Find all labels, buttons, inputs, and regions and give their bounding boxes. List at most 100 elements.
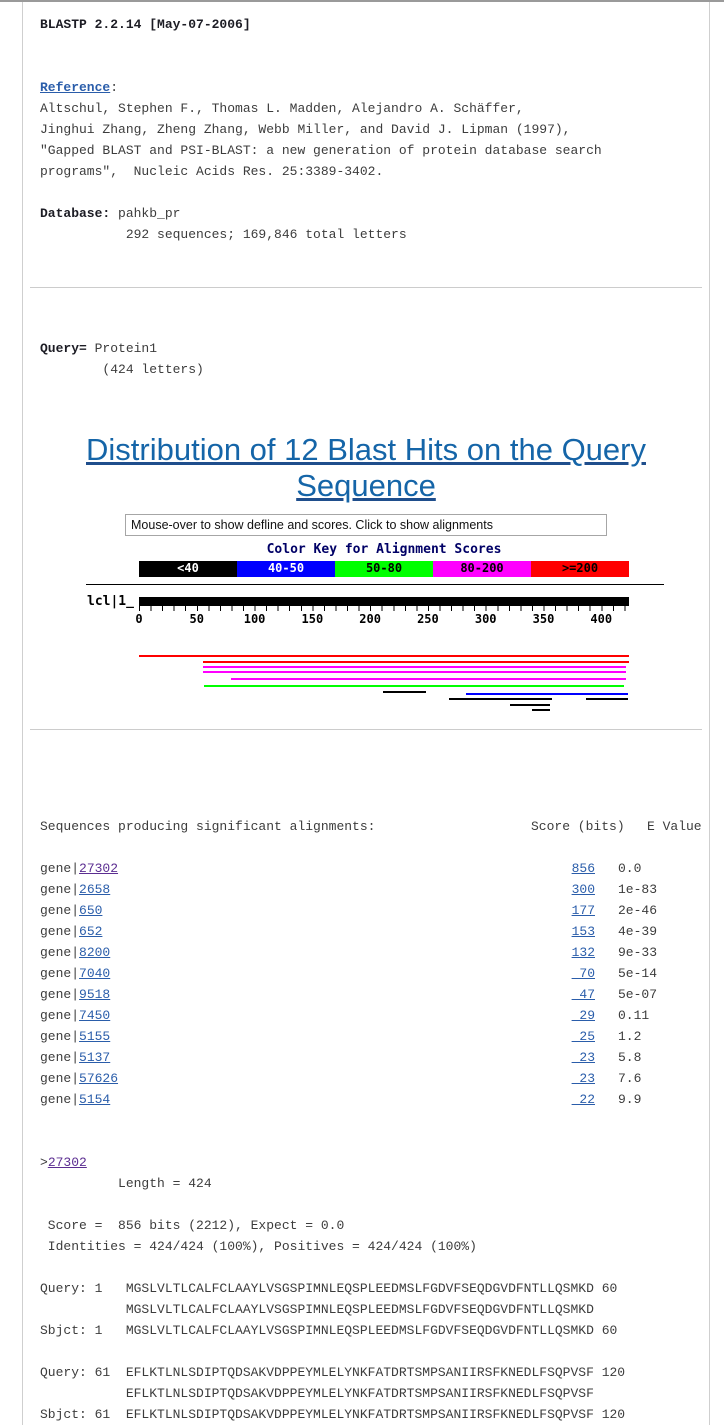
table-row: gene|8200 132 9e-33: [40, 942, 692, 963]
hit-bar[interactable]: [586, 698, 628, 700]
hit-bar[interactable]: [382, 691, 426, 693]
database-line: Database: pahkb_pr: [40, 203, 692, 224]
alignment-gene-link[interactable]: 27302: [47, 1155, 87, 1170]
score-link[interactable]: 177: [571, 903, 595, 918]
gene-link[interactable]: 57626: [79, 1071, 119, 1086]
gene-prefix: gene|: [40, 1029, 80, 1044]
report-header: BLASTP 2.2.14 [May-07-2006] Reference: A…: [40, 2, 692, 245]
ruler-tick-label: 400: [590, 612, 613, 626]
score-link[interactable]: 25: [571, 1029, 595, 1044]
gene-link[interactable]: 7040: [79, 966, 111, 981]
evalue-text: 0.0: [618, 861, 642, 876]
alignment-query-line: Query: 1 MGSLVLTLCALFCLAAYLVSGSPIMNLEQSP…: [40, 1281, 618, 1296]
defline-input[interactable]: [125, 514, 607, 536]
gene-link[interactable]: 5137: [79, 1050, 111, 1065]
hit-bar[interactable]: [202, 661, 629, 663]
ruler-tick-label: 100: [243, 612, 266, 626]
hit-bar[interactable]: [202, 666, 626, 668]
score-link[interactable]: 132: [571, 945, 595, 960]
alignment-match-line: MGSLVLTLCALFCLAAYLVSGSPIMNLEQSPLEEDMSLFG…: [40, 1302, 594, 1317]
score-link[interactable]: 47: [571, 987, 595, 1002]
ruler-tick-label: 0: [135, 612, 143, 626]
score-link[interactable]: 29: [571, 1008, 595, 1023]
table-header-evalue: E Value: [647, 819, 702, 834]
hit-bar[interactable]: [509, 704, 551, 706]
query-ruler-bar: [139, 597, 629, 606]
reference-colon: :: [110, 80, 119, 95]
gene-link[interactable]: 9518: [79, 987, 111, 1002]
score-link[interactable]: 70: [571, 966, 595, 981]
alignments-section: Sequences producing significant alignmen…: [40, 730, 702, 1425]
color-key-bar: <40 40-50 50-80 80-200 >=200: [139, 561, 629, 577]
table-row: gene|27302 856 0.0: [40, 858, 692, 879]
ruler-tick-label: 50: [189, 612, 205, 626]
query-ruler-ticks: [139, 606, 629, 611]
section-divider-graphic: [30, 729, 702, 730]
score-link[interactable]: 23: [571, 1071, 595, 1086]
ruler-tick-label: 200: [359, 612, 381, 626]
hit-bar[interactable]: [531, 709, 551, 711]
ruler-tick-label: 250: [417, 612, 439, 626]
table-header-left: Sequences producing significant alignmen…: [40, 819, 376, 834]
gene-link[interactable]: 650: [79, 903, 103, 918]
gene-link[interactable]: 8200: [79, 945, 111, 960]
hit-bar[interactable]: [202, 671, 626, 673]
hit-bar[interactable]: [448, 698, 552, 700]
alignment-query-line: Query: 61 EFLKTLNLSDIPTQDSAKVDPPEYMLELYN…: [40, 1365, 626, 1380]
gene-prefix: gene|: [40, 903, 80, 918]
evalue-text: 2e-46: [618, 903, 658, 918]
reference-citation-1: "Gapped BLAST and PSI-BLAST: a new gener…: [40, 143, 602, 158]
gene-link[interactable]: 5154: [79, 1092, 111, 1107]
key-segment: 50-80: [335, 561, 433, 577]
score-link[interactable]: 856: [571, 861, 595, 876]
table-row: gene|7040 70 5e-14: [40, 963, 692, 984]
evalue-text: 4e-39: [618, 924, 658, 939]
table-row: gene|57626 23 7.6: [40, 1068, 692, 1089]
hit-bar[interactable]: [203, 685, 625, 687]
alignment-score-line: Score = 856 bits (2212), Expect = 0.0: [40, 1218, 345, 1233]
hit-bar[interactable]: [466, 693, 628, 695]
query-name: Protein1: [86, 341, 158, 356]
hit-distribution-graphic: Color Key for Alignment Scores <40 40-50 5…: [86, 542, 664, 715]
graphic-divider-line: [86, 584, 664, 585]
gene-link[interactable]: 652: [79, 924, 103, 939]
gene-prefix: gene|: [40, 1071, 80, 1086]
table-row: gene|7450 29 0.11: [40, 1005, 692, 1026]
section-divider-top: [30, 287, 702, 288]
score-link[interactable]: 153: [571, 924, 595, 939]
gene-link[interactable]: 5155: [79, 1029, 111, 1044]
gene-prefix: gene|: [40, 987, 80, 1002]
score-link[interactable]: 22: [571, 1092, 595, 1107]
gene-link[interactable]: 7450: [79, 1008, 111, 1023]
reference-link[interactable]: Reference: [40, 80, 111, 95]
distribution-title: Distribution of 12 Blast Hits on the Que…: [86, 432, 646, 503]
evalue-text: 5e-07: [618, 987, 658, 1002]
key-segment: 40-50: [237, 561, 335, 577]
score-link[interactable]: 300: [571, 882, 595, 897]
evalue-text: 0.11: [618, 1008, 650, 1023]
query-line: Query= Protein1: [40, 338, 692, 359]
hit-bar[interactable]: [231, 678, 626, 680]
score-link[interactable]: 23: [571, 1050, 595, 1065]
page-top-edge: [0, 0, 724, 2]
color-key-title: Color Key for Alignment Scores: [266, 542, 502, 557]
reference-authors-2: Jinghui Zhang, Zheng Zhang, Webb Miller,…: [40, 122, 571, 137]
evalue-text: 1e-83: [618, 882, 658, 897]
anchor-prefix: >: [40, 1155, 48, 1170]
table-header: Sequences producing significant alignmen…: [40, 816, 702, 837]
table-row: gene|5154 22 9.9: [40, 1089, 692, 1110]
gene-prefix: gene|: [40, 966, 80, 981]
query-letters-line: (424 letters): [40, 362, 204, 377]
gene-link[interactable]: 27302: [79, 861, 119, 876]
hit-bar[interactable]: [139, 655, 629, 657]
evalue-text: 9e-33: [618, 945, 658, 960]
ruler-tick-label: 350: [532, 612, 555, 626]
table-row: gene|9518 47 5e-07: [40, 984, 692, 1005]
ruler-labels: 0 50 100 150 200 250 300 350 400: [135, 611, 629, 627]
gene-link[interactable]: 2658: [79, 882, 111, 897]
alignment-anchor-line: >27302: [40, 1152, 692, 1173]
gene-prefix: gene|: [40, 1050, 80, 1065]
gene-prefix: gene|: [40, 924, 80, 939]
blast-report-frame: BLASTP 2.2.14 [May-07-2006] Reference: A…: [22, 2, 710, 1425]
query-block: Query= Protein1 (424 letters): [40, 288, 692, 380]
